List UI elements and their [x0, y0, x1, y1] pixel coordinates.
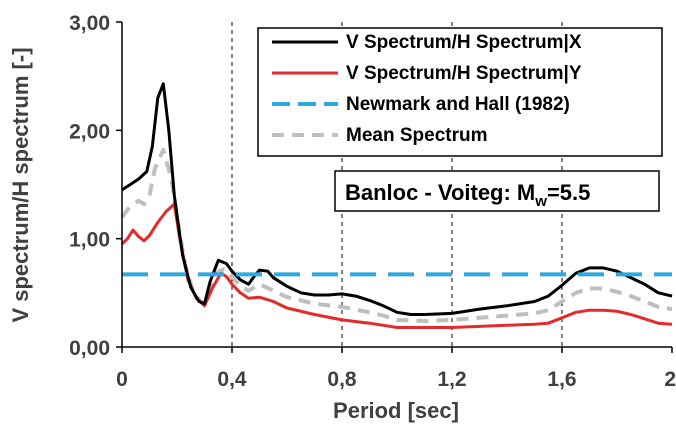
legend-label-0: V Spectrum/H Spectrum|X: [346, 32, 582, 53]
x-tick-label-2: 0,8: [327, 368, 357, 391]
y-tick-label-0: 0,00: [69, 337, 110, 360]
x-tick-label-5: 2: [664, 368, 676, 391]
legend-label-1: V Spectrum/H Spectrum|Y: [346, 63, 582, 84]
y-tick-label-3: 3,00: [69, 12, 110, 35]
y-tick-label-1: 1,00: [69, 229, 110, 252]
x-tick-label-3: 1,2: [437, 368, 466, 391]
x-tick-label-0: 0: [116, 368, 128, 391]
axes: [116, 21, 673, 353]
annotation-prefix: Banloc - Voiteg: M: [345, 180, 535, 205]
series-line-3: [120, 147, 673, 323]
series-line-1: [120, 202, 673, 329]
series-layer: [120, 82, 673, 329]
annotation-text: Banloc - Voiteg: Mw=5.5: [345, 180, 590, 210]
legend-label-3: Mean Spectrum: [346, 125, 487, 146]
y-axis-title: V spectrum/H spectrum [-]: [8, 47, 33, 322]
legend-box: [257, 27, 663, 157]
annotation: Banloc - Voiteg: Mw=5.5: [334, 170, 660, 212]
x-tick-label-4: 1,6: [547, 368, 576, 391]
annotation-suffix: =5.5: [547, 180, 590, 205]
y-tick-label-2: 2,00: [69, 120, 110, 143]
annotation-box: [334, 170, 660, 212]
legend-label-2: Newmark and Hall (1982): [346, 94, 570, 115]
x-axis-title: Period [sec]: [333, 398, 459, 423]
series-line-0: [121, 82, 673, 316]
annotation-subscript: w: [534, 193, 547, 210]
x-tick-label-1: 0,4: [217, 368, 247, 391]
legend: V Spectrum/H Spectrum|X V Spectrum/H Spec…: [257, 27, 663, 157]
tick-labels: 0,00 1,00 2,00 3,00 0 0,4 0,8 1,2 1,6 2: [69, 12, 676, 391]
